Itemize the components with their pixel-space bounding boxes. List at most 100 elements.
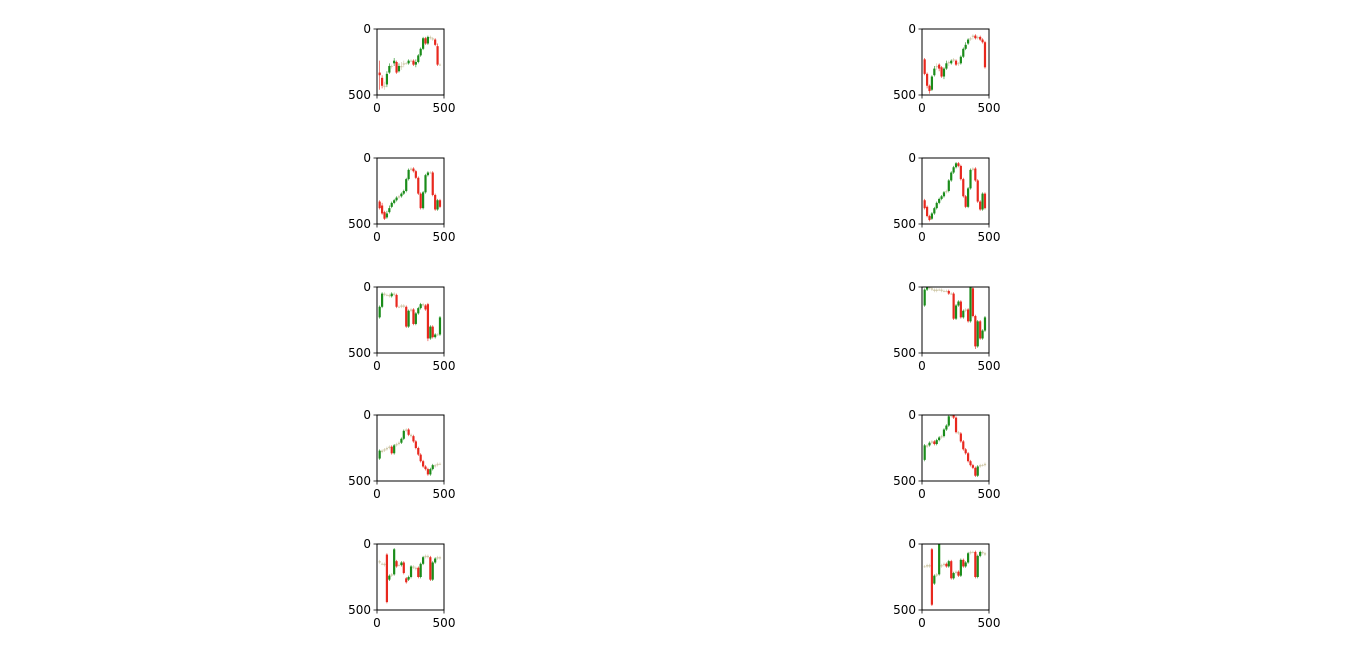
candle-body xyxy=(974,551,977,577)
candle-body xyxy=(385,554,389,603)
candle-body xyxy=(976,321,979,347)
candle-body xyxy=(964,562,967,567)
candle-body xyxy=(966,553,970,563)
candle-body xyxy=(378,450,381,459)
y-tick-label: 0 xyxy=(908,537,916,551)
candle-body xyxy=(388,208,391,213)
candle-body xyxy=(925,565,929,567)
candle-body xyxy=(436,463,439,466)
y-tick-label: 500 xyxy=(348,88,371,102)
axes-frame xyxy=(376,157,445,225)
candle-body xyxy=(930,76,934,90)
candle-body xyxy=(426,172,430,176)
x-tick-label: 500 xyxy=(978,616,1001,630)
candle-body xyxy=(393,549,396,575)
candle-body xyxy=(417,308,420,314)
candle-body xyxy=(421,304,425,306)
candle-body xyxy=(378,72,381,76)
candle-body xyxy=(424,38,427,44)
candle-body xyxy=(979,321,982,339)
candle-body xyxy=(388,65,391,73)
axes-frame xyxy=(376,414,445,482)
y-tick-label: 500 xyxy=(348,346,371,360)
candle-body xyxy=(424,305,427,310)
candle-body xyxy=(429,36,432,39)
candle-body xyxy=(981,465,984,466)
candle-body xyxy=(402,63,405,65)
candle-body xyxy=(957,301,960,306)
candle-body xyxy=(969,551,972,554)
candle-body xyxy=(979,36,982,40)
candle-body xyxy=(385,73,389,85)
candle-body xyxy=(419,454,422,462)
candle-body xyxy=(407,60,410,64)
candle-body xyxy=(976,555,979,577)
axes-frame xyxy=(921,28,990,96)
x-tick-label: 500 xyxy=(433,230,456,244)
candle-body xyxy=(938,544,941,575)
axes-frame xyxy=(921,414,990,482)
candle-body xyxy=(928,565,931,567)
candle-body xyxy=(983,42,987,68)
candle-body xyxy=(969,287,972,322)
candle-body xyxy=(938,198,941,203)
candle-body xyxy=(412,309,415,324)
candle-body xyxy=(952,415,955,418)
candle-body xyxy=(947,62,950,64)
candle-body xyxy=(409,566,413,577)
candle-body xyxy=(380,205,384,214)
candle-body xyxy=(950,60,953,64)
candle-body xyxy=(971,551,975,553)
candle-body xyxy=(952,59,955,61)
y-tick-label: 500 xyxy=(893,346,916,360)
candle-body xyxy=(940,67,943,77)
y-tick-label: 0 xyxy=(363,280,371,294)
candle-body xyxy=(424,466,427,470)
candle-body xyxy=(434,39,437,45)
candle-body xyxy=(966,309,970,322)
candle-body xyxy=(405,179,408,191)
candle-body xyxy=(383,563,386,566)
candle-body xyxy=(383,85,386,88)
candle-body xyxy=(393,293,396,295)
candle-body xyxy=(945,563,948,567)
candle-body xyxy=(380,293,384,307)
candle-body xyxy=(431,38,434,40)
candle-body xyxy=(957,432,960,434)
axes-frame xyxy=(921,286,990,354)
candle-body xyxy=(402,305,405,307)
candle-body xyxy=(981,330,984,339)
candle-body xyxy=(962,48,965,57)
x-tick-label: 500 xyxy=(433,487,456,501)
x-tick-label: 0 xyxy=(373,616,381,630)
candle-body xyxy=(935,289,938,291)
candle-body xyxy=(431,172,434,195)
candle-body xyxy=(935,65,938,68)
candle-body xyxy=(409,309,413,311)
candle-body xyxy=(378,201,381,209)
candle-body xyxy=(419,48,422,56)
candle-body xyxy=(983,193,987,209)
candle-body xyxy=(925,206,929,217)
candle-body xyxy=(935,574,938,576)
candle-body xyxy=(414,567,417,570)
candle-body xyxy=(938,437,941,441)
candle-body xyxy=(405,306,408,327)
candle-body xyxy=(388,575,391,580)
candle-body xyxy=(419,563,422,577)
candle-body xyxy=(409,168,413,170)
candle-body xyxy=(923,566,926,568)
x-tick-label: 500 xyxy=(433,616,456,630)
candle-body xyxy=(390,202,393,207)
candle-body xyxy=(945,425,948,430)
candle-body xyxy=(952,293,955,319)
candle-body xyxy=(959,56,962,64)
candle-body xyxy=(412,60,415,65)
candle-body xyxy=(436,334,439,336)
candle-body xyxy=(971,288,975,317)
axes-frame xyxy=(921,157,990,225)
candle-body xyxy=(923,200,926,209)
